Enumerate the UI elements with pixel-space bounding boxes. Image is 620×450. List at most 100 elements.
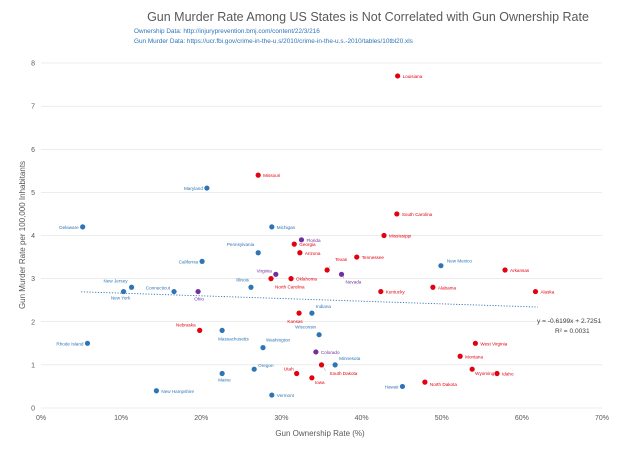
point-wyoming bbox=[469, 366, 475, 372]
point-connecticut bbox=[171, 288, 177, 295]
point-idaho bbox=[494, 370, 500, 377]
point-mississippi bbox=[381, 232, 387, 239]
murder-source: Gun Murder Data: https://ucr.fbi.gov/cri… bbox=[134, 38, 413, 45]
y-tick-label: 2 bbox=[31, 319, 35, 326]
point-oregon bbox=[251, 366, 257, 372]
y-tick-label: 4 bbox=[31, 233, 35, 240]
x-tick-label: 70% bbox=[595, 415, 609, 422]
label-south-dakota: South Dakota bbox=[330, 371, 358, 376]
label-kansas: Kansas bbox=[287, 319, 303, 324]
x-tick-label: 0% bbox=[36, 415, 46, 422]
label-pennsylvania: Pennsylvania bbox=[227, 242, 255, 247]
point-ohio bbox=[195, 288, 201, 295]
point-rhode-island bbox=[84, 340, 91, 346]
y-tick-label: 1 bbox=[31, 362, 35, 369]
label-new-jersey: New Jersey bbox=[104, 278, 129, 283]
label-idaho: Idaho bbox=[502, 372, 514, 377]
trendline bbox=[81, 291, 538, 308]
label-georgia: Georgia bbox=[299, 242, 316, 247]
point-pennsylvania bbox=[255, 250, 261, 256]
label-california: California bbox=[179, 259, 199, 264]
label-north-carolina: North Carolina bbox=[275, 285, 305, 290]
label-iowa: Iowa bbox=[315, 380, 325, 385]
label-vermont: Vermont bbox=[277, 393, 295, 398]
point-indiana bbox=[309, 310, 315, 316]
x-tick-label: 60% bbox=[515, 415, 529, 422]
point-florida bbox=[298, 237, 305, 243]
point-illinois bbox=[248, 284, 254, 290]
data-points bbox=[80, 73, 539, 398]
label-texas: Texas bbox=[335, 257, 348, 262]
label-louisiana: Louisiana bbox=[403, 74, 423, 79]
point-labels: Louisiana Missouri Maryland South Carolina D… bbox=[56, 74, 554, 398]
label-ohio: Ohio bbox=[194, 297, 204, 302]
point-kansas bbox=[296, 310, 302, 316]
label-virginia: Virginia bbox=[257, 268, 273, 273]
leader-south-dakota bbox=[322, 366, 326, 371]
label-utah: Utah bbox=[284, 367, 294, 372]
label-delaware: Delaware bbox=[59, 225, 79, 230]
x-tick-label: 40% bbox=[355, 415, 369, 422]
point-arizona bbox=[297, 250, 303, 256]
label-arizona: Arizona bbox=[305, 251, 321, 256]
point-missouri bbox=[255, 172, 261, 178]
point-nevada bbox=[338, 271, 345, 277]
x-axis-ticks: 0% 10% 20% 30% 40% 50% 60% 70% bbox=[36, 415, 609, 422]
label-montana: Montana bbox=[465, 354, 483, 359]
x-tick-label: 10% bbox=[114, 415, 128, 422]
point-colorado bbox=[313, 349, 319, 355]
point-vermont bbox=[269, 392, 275, 398]
point-california bbox=[199, 258, 205, 264]
point-south-dakota bbox=[318, 362, 325, 368]
x-tick-label: 50% bbox=[435, 415, 449, 422]
label-maine: Maine bbox=[218, 378, 231, 383]
y-tick-label: 7 bbox=[31, 104, 35, 111]
label-oklahoma: Oklahoma bbox=[296, 277, 317, 282]
label-nevada: Nevada bbox=[346, 279, 362, 284]
point-west-virginia bbox=[472, 340, 478, 346]
point-south-carolina bbox=[394, 211, 400, 217]
point-iowa bbox=[309, 375, 315, 381]
y-tick-label: 3 bbox=[31, 276, 35, 283]
label-illinois: Illinois bbox=[236, 277, 249, 282]
label-indiana: Indiana bbox=[316, 304, 332, 309]
point-montana bbox=[457, 353, 463, 359]
point-alaska bbox=[532, 288, 539, 295]
point-minnesota bbox=[332, 362, 338, 368]
label-missouri: Missouri bbox=[263, 173, 280, 178]
point-hawaii bbox=[399, 383, 406, 390]
y-tick-label: 6 bbox=[31, 147, 35, 154]
label-west-virginia: West Virginia bbox=[480, 341, 507, 346]
point-new-jersey bbox=[128, 284, 135, 290]
point-new-mexico bbox=[438, 263, 444, 269]
label-minnesota: Minnesota bbox=[339, 356, 361, 361]
point-kentucky bbox=[378, 288, 384, 295]
label-arkansas: Arkansas bbox=[510, 268, 530, 273]
point-north-dakota bbox=[422, 379, 428, 385]
point-delaware bbox=[80, 224, 86, 230]
point-michigan bbox=[269, 224, 275, 230]
label-hawaii: Hawaii bbox=[385, 384, 399, 389]
label-tennessee: Tennessee bbox=[362, 255, 385, 260]
point-new-york bbox=[120, 288, 127, 295]
point-wisconsin bbox=[316, 332, 322, 338]
point-washington bbox=[260, 345, 266, 351]
trendline-equation: y = -0.6199x + 2.7251 bbox=[537, 318, 601, 325]
r-squared: R² = 0.0031 bbox=[555, 328, 590, 335]
label-kentucky: Kentucky bbox=[386, 290, 406, 295]
ownership-source: Ownership Data: http://injuryprevention.… bbox=[134, 28, 320, 35]
point-utah bbox=[294, 370, 300, 377]
label-oregon: Oregon bbox=[258, 363, 274, 368]
point-tennessee bbox=[354, 254, 360, 260]
point-oklahoma bbox=[288, 276, 294, 282]
label-colorado: Colorado bbox=[321, 350, 340, 355]
y-tick-label: 0 bbox=[31, 406, 35, 413]
point-north-carolina bbox=[268, 276, 274, 282]
label-north-dakota: North Dakota bbox=[430, 382, 458, 387]
point-louisiana bbox=[395, 73, 401, 79]
label-florida: Florida bbox=[306, 238, 320, 243]
point-maryland bbox=[204, 185, 210, 191]
label-massachusetts: Massachusetts bbox=[218, 336, 249, 341]
label-connecticut: Connecticut bbox=[146, 286, 171, 291]
